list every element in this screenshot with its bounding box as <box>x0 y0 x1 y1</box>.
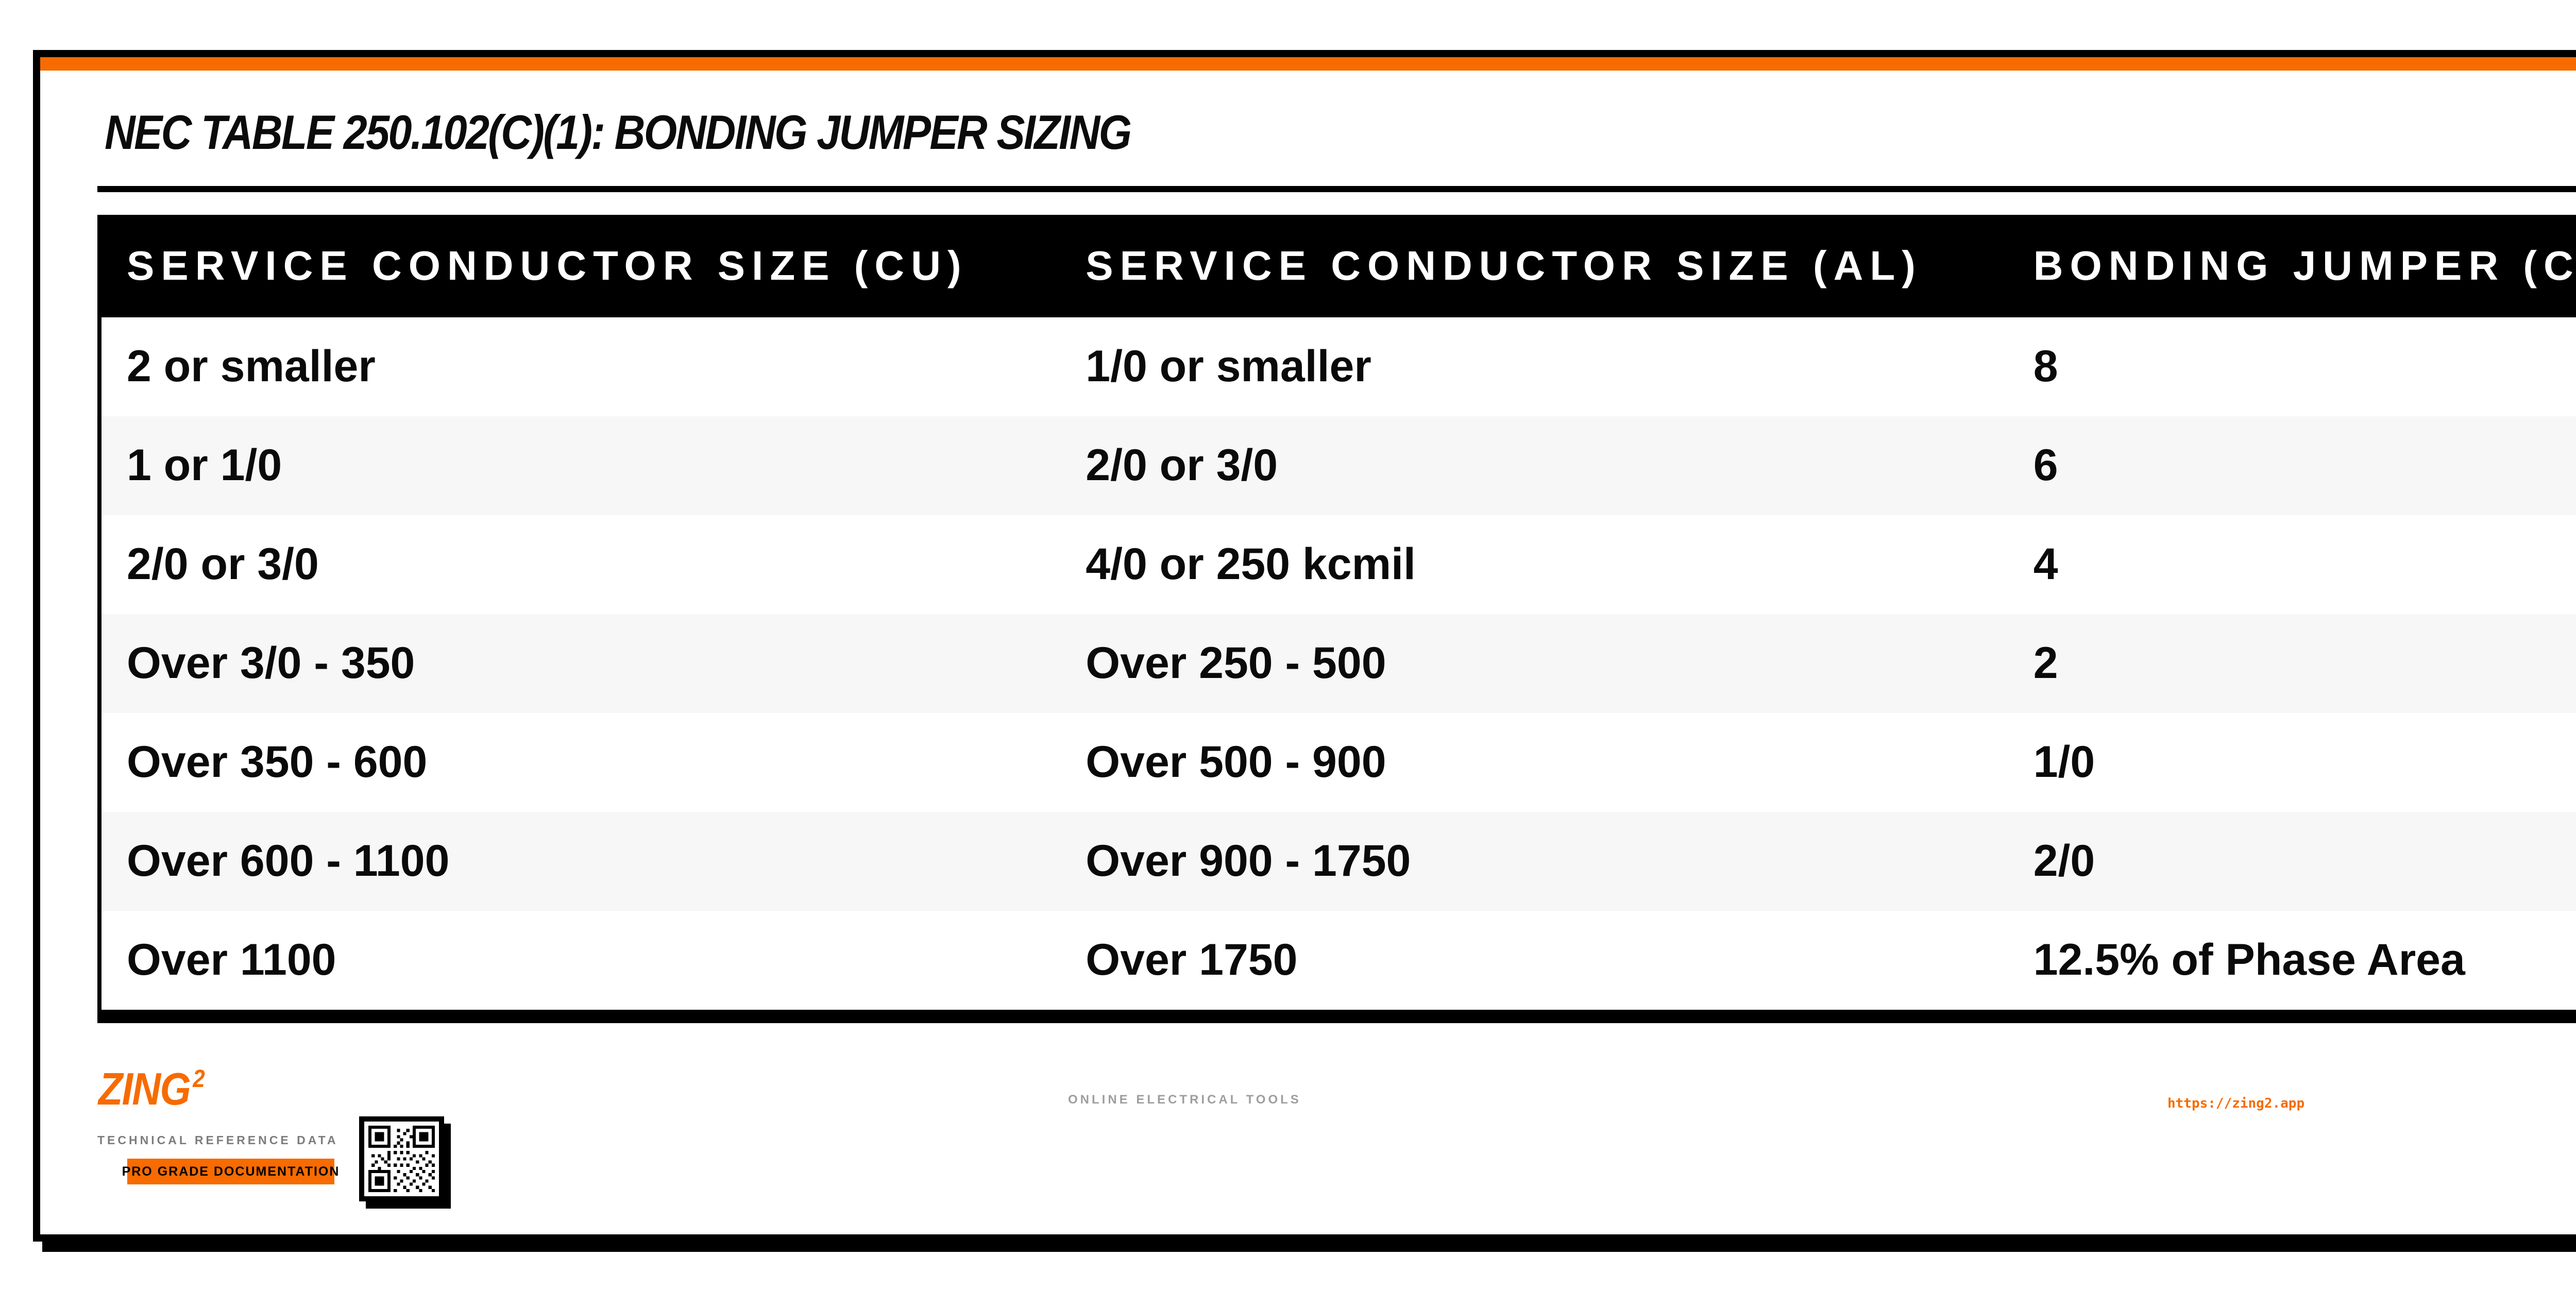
table-row: 2/0 or 3/0 4/0 or 250 kcmil 4 2 <box>99 515 2576 614</box>
reference-card: NEC TABLE 250.102(C)(1): BONDING JUMPER … <box>33 50 2576 1242</box>
cell: Over 3/0 - 350 <box>127 638 415 688</box>
table-header: SERVICE CONDUCTOR SIZE (CU) SERVICE COND… <box>99 214 2576 317</box>
table-row: Over 600 - 1100 Over 900 - 1750 2/0 4/0 <box>99 811 2576 911</box>
table-row: 1 or 1/0 2/0 or 3/0 6 4 <box>99 416 2576 515</box>
cell: 4 <box>2033 539 2058 589</box>
cell: 8 <box>2033 342 2058 392</box>
cell: Over 500 - 900 <box>1086 737 1386 787</box>
table-row: 2 or smaller 1/0 or smaller 8 6 <box>99 317 2576 416</box>
cell: 2 <box>2033 638 2058 688</box>
cell: 2/0 <box>2033 836 2095 886</box>
cell: 2/0 or 3/0 <box>1086 440 1278 490</box>
cell: 6 <box>2033 440 2058 490</box>
cell: Over 250 - 500 <box>1086 638 1386 688</box>
col-header-jumper-cu: BONDING JUMPER (CU) <box>2008 214 2576 317</box>
cell: Over 1750 <box>1086 935 1298 985</box>
cell: 4/0 or 250 kcmil <box>1086 539 1416 589</box>
qr-code-icon <box>359 1116 444 1201</box>
site-url-link[interactable]: https://zing2.app <box>2167 1096 2305 1111</box>
cell: 2 or smaller <box>127 342 376 392</box>
brand-superscript: 2 <box>193 1065 205 1093</box>
accent-strip <box>40 57 2576 71</box>
table-row: Over 1100 Over 1750 12.5% of Phase Area … <box>99 910 2576 1016</box>
col-header-service-al: SERVICE CONDUCTOR SIZE (AL) <box>1060 214 2008 317</box>
brand-text: ZING <box>98 1063 191 1114</box>
pro-grade-chip-label: PRO GRADE DOCUMENTATION <box>122 1164 340 1179</box>
cell: Over 350 - 600 <box>127 737 428 787</box>
brand-logo: ZING 2 <box>98 1063 205 1115</box>
cell: 2/0 or 3/0 <box>127 539 319 589</box>
cell: 1 or 1/0 <box>127 440 282 490</box>
cell: Over 900 - 1750 <box>1086 836 1411 886</box>
pro-grade-chip: PRO GRADE DOCUMENTATION <box>122 1159 338 1184</box>
footer-center-note: ONLINE ELECTRICAL TOOLS <box>1068 1093 1301 1107</box>
title-divider <box>97 185 2576 192</box>
table-row: Over 3/0 - 350 Over 250 - 500 2 1/0 <box>99 614 2576 713</box>
cell: Over 600 - 1100 <box>127 836 450 886</box>
bonding-jumper-table: SERVICE CONDUCTOR SIZE (CU) SERVICE COND… <box>97 214 2576 1023</box>
cell: 12.5% of Phase Area <box>2033 935 2465 985</box>
page-title: NEC TABLE 250.102(C)(1): BONDING JUMPER … <box>105 105 1132 159</box>
table-row: Over 350 - 600 Over 500 - 900 1/0 3/0 <box>99 712 2576 812</box>
cell: Over 1100 <box>127 935 336 985</box>
brand-tagline: TECHNICAL REFERENCE DATA <box>97 1133 338 1147</box>
col-header-service-cu: SERVICE CONDUCTOR SIZE (CU) <box>99 214 1061 317</box>
table-header-row: SERVICE CONDUCTOR SIZE (CU) SERVICE COND… <box>99 214 2576 317</box>
cell: 1/0 or smaller <box>1086 342 1371 392</box>
cell: 1/0 <box>2033 737 2095 787</box>
